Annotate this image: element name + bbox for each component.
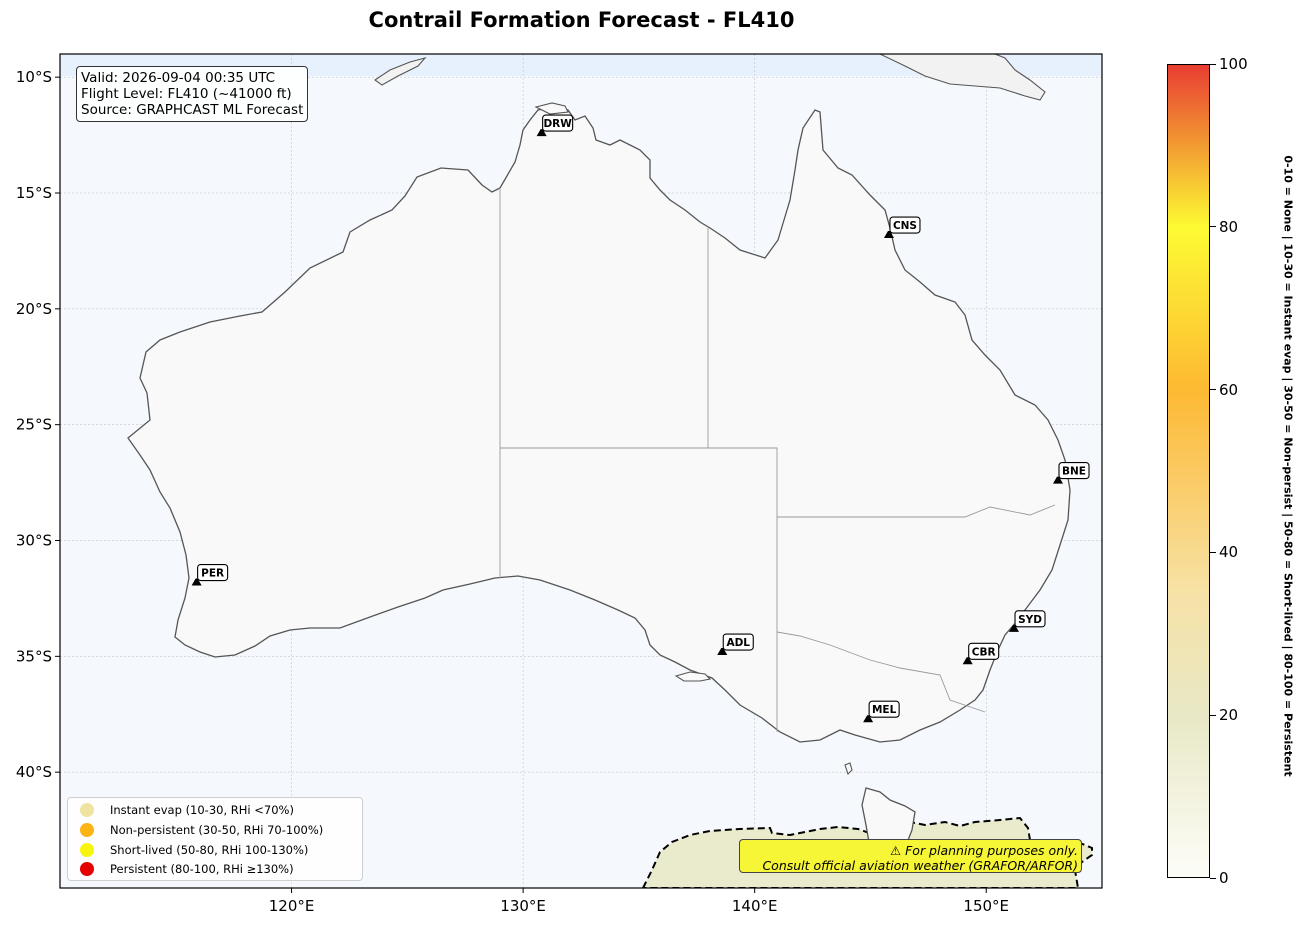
- airport-triangle-icon: [962, 657, 973, 665]
- flight-level: Flight Level: FL410 (~41000 ft): [81, 86, 292, 102]
- colorbar-tick-label: 80: [1219, 217, 1239, 236]
- info-box: Valid: 2026-09-04 00:35 UTC Flight Level…: [76, 66, 309, 122]
- colorbar: [1167, 64, 1210, 878]
- australia-mainland: [127, 106, 1071, 743]
- colorbar-caption-text: 0-10 = None | 10-30 = Instant evap | 30-…: [1281, 155, 1295, 777]
- lon-tick-label: 130°E: [500, 897, 546, 915]
- colorbar-tick-mark: [1210, 389, 1216, 391]
- forecast-source: Source: GRAPHCAST ML Forecast: [81, 102, 304, 118]
- city-label-box: [1014, 610, 1046, 628]
- legend-label: Persistent (80-100, RHi ≥130%): [110, 862, 294, 876]
- legend-label: Instant evap (10-30, RHi <70%): [110, 803, 294, 817]
- city-code: PER: [201, 568, 224, 580]
- airport-triangle-icon: [1009, 624, 1020, 632]
- kangaroo-island: [674, 671, 712, 682]
- city-code: BNE: [1062, 466, 1086, 478]
- new-guinea: [879, 54, 1046, 101]
- disclaimer-line-2: Consult official aviation weather (GRAFO…: [762, 858, 1078, 873]
- colorbar-tick-mark: [1210, 877, 1216, 879]
- lat-tick-label: 10°S: [16, 68, 52, 86]
- legend-dot: [80, 843, 94, 857]
- legend-dot: [80, 823, 94, 837]
- airport-triangle-icon: [1053, 476, 1064, 484]
- colorbar-tick-mark: [1210, 63, 1216, 65]
- colorbar-tick-mark: [1210, 714, 1216, 716]
- city-code: CBR: [972, 646, 996, 658]
- airport-triangle-icon: [863, 715, 874, 723]
- legend-label: Non-persistent (30-50, RHi 70-100%): [110, 823, 324, 837]
- legend-item-persistent: Persistent (80-100, RHi ≥130%): [80, 860, 294, 878]
- colorbar-tick-label: 20: [1219, 706, 1239, 725]
- colorbar-tick-label: 100: [1219, 55, 1248, 73]
- disclaimer-box: ⚠ For planning purposes only. Consult of…: [739, 839, 1082, 873]
- city-label-box: [722, 633, 754, 651]
- city-label-box: [197, 563, 229, 582]
- city-marker-syd: SYD: [1009, 610, 1046, 632]
- city-code: SYD: [1018, 614, 1042, 626]
- lat-tick-label: 20°S: [16, 300, 52, 318]
- valid-time: Valid: 2026-09-04 00:35 UTC: [81, 70, 276, 86]
- city-markers: DRW CNS BNE PER ADL SYD CBR MEL: [191, 114, 1090, 723]
- legend-item-instant-evap: Instant evap (10-30, RHi <70%): [80, 801, 294, 819]
- colorbar-tick-mark: [1210, 551, 1216, 553]
- lat-tick-label: 25°S: [16, 416, 52, 434]
- axis-ticks: 10°S 15°S 20°S 25°S 30°S 35°S 40°S 120°E 130°E 14…: [16, 68, 1009, 915]
- lat-tick-label: 30°S: [16, 532, 52, 550]
- city-marker-mel: MEL: [863, 700, 900, 723]
- timor-island: [374, 57, 427, 86]
- city-marker-per: PER: [191, 563, 229, 586]
- map-frame: [59, 53, 1103, 889]
- city-code: CNS: [893, 220, 917, 232]
- disclaimer-line-1: ⚠ For planning purposes only.: [890, 843, 1078, 858]
- colorbar-tick-label: 60: [1219, 380, 1239, 399]
- airport-triangle-icon: [883, 231, 894, 239]
- lat-tick-label: 40°S: [16, 763, 52, 781]
- king-island: [844, 762, 853, 776]
- city-marker-drw: DRW: [536, 114, 574, 137]
- airport-triangle-icon: [191, 578, 202, 586]
- city-code: ADL: [726, 637, 750, 649]
- legend-dot: [80, 803, 94, 817]
- lon-tick-label: 140°E: [732, 897, 778, 915]
- city-label-box: [968, 642, 1000, 660]
- city-label-box: [889, 216, 921, 234]
- city-marker-cns: CNS: [883, 216, 921, 239]
- legend-item-short-lived: Short-lived (50-80, RHi 100-130%): [80, 841, 308, 859]
- airport-triangle-icon: [717, 648, 728, 656]
- lon-tick-label: 150°E: [963, 897, 1009, 915]
- legend-dot: [80, 862, 94, 876]
- city-label-box: [1058, 462, 1090, 480]
- map-title: Contrail Formation Forecast - FL410: [368, 8, 795, 32]
- colorbar-tick-mark: [1210, 226, 1216, 228]
- city-code: MEL: [872, 704, 897, 716]
- state-borders: [499, 188, 1056, 732]
- colorbar-tick-label: 0: [1219, 869, 1229, 887]
- ocean-top-band: [60, 54, 1102, 76]
- city-marker-adl: ADL: [717, 633, 754, 656]
- city-marker-bne: BNE: [1053, 462, 1090, 484]
- melville-island: [534, 102, 569, 115]
- legend: Instant evap (10-30, RHi <70%) Non-persi…: [67, 797, 363, 881]
- city-code: DRW: [543, 118, 572, 130]
- legend-label: Short-lived (50-80, RHi 100-130%): [110, 843, 309, 857]
- city-label-box: [542, 114, 574, 132]
- airport-triangle-icon: [536, 129, 547, 137]
- lon-tick-label: 120°E: [269, 897, 315, 915]
- legend-item-non-persistent: Non-persistent (30-50, RHi 70-100%): [80, 821, 323, 839]
- city-label-box: [868, 700, 900, 718]
- colorbar-tick-label: 40: [1219, 543, 1239, 562]
- lat-tick-label: 35°S: [16, 647, 52, 665]
- city-marker-cbr: CBR: [962, 642, 1000, 665]
- lat-tick-label: 15°S: [16, 184, 52, 202]
